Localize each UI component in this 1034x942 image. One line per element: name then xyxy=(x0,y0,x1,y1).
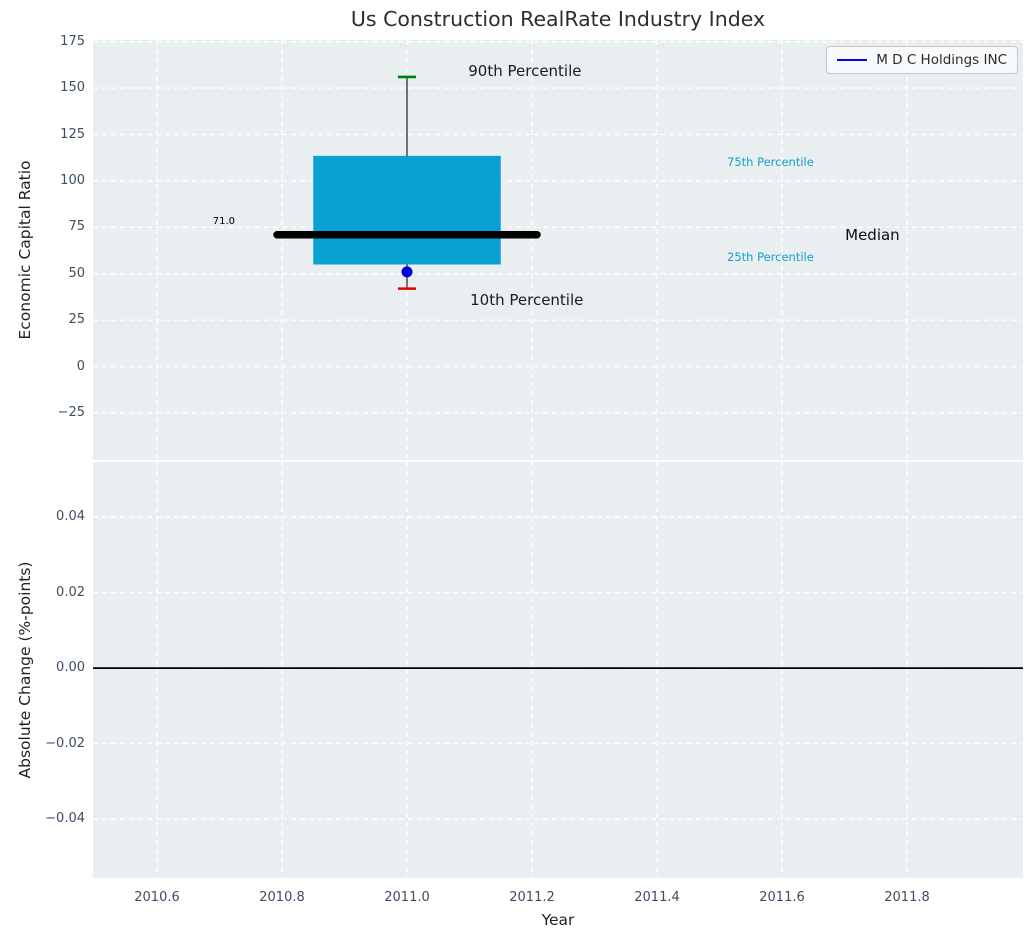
company-marker xyxy=(401,266,413,278)
median-label: Median xyxy=(845,226,900,244)
bottom-plot-panel xyxy=(93,462,1023,878)
x-tick-label: 2011.6 xyxy=(759,890,805,905)
top-plot-panel: 71.0 90th Percentile 10th Percentile 75th P… xyxy=(93,40,1023,460)
x-tick-label: 2011.0 xyxy=(384,890,430,905)
legend-line-swatch xyxy=(837,59,868,61)
y-tick-label: 175 xyxy=(60,33,85,49)
y-tick-label: −0.02 xyxy=(45,735,85,751)
y-tick-label: 50 xyxy=(68,265,85,281)
x-tick-label: 2011.4 xyxy=(634,890,680,905)
median-value-label: 71.0 xyxy=(213,216,235,227)
chart-title: Us Construction RealRate Industry Index xyxy=(350,7,766,31)
iqr-box xyxy=(313,155,501,265)
x-tick-label: 2010.8 xyxy=(259,890,305,905)
y-tick-label: 100 xyxy=(60,172,85,188)
legend-label: M D C Holdings INC xyxy=(876,52,1007,68)
y-tick-label: 75 xyxy=(68,219,85,235)
p75-label: 75th Percentile xyxy=(727,155,814,169)
bottom-plot-svg xyxy=(93,462,1023,878)
legend: M D C Holdings INC xyxy=(826,46,1018,74)
y-tick-label: 0.00 xyxy=(56,660,85,676)
top-plot-svg: 71.0 90th Percentile 10th Percentile 75th P… xyxy=(93,40,1023,460)
p10-label: 10th Percentile xyxy=(470,291,583,309)
y-tick-label: 125 xyxy=(60,126,85,142)
y-tick-label: −0.04 xyxy=(45,811,85,827)
x-axis-label: Year xyxy=(541,911,575,929)
p25-label: 25th Percentile xyxy=(727,250,814,264)
y-tick-label: 150 xyxy=(60,80,85,96)
y-tick-label: 0.04 xyxy=(56,509,85,525)
p90-label: 90th Percentile xyxy=(468,62,581,80)
y-tick-label: 0 xyxy=(76,358,85,374)
x-tick-label: 2010.6 xyxy=(134,890,180,905)
y-tick-label: 0.02 xyxy=(56,584,85,600)
y-tick-label: 25 xyxy=(68,312,85,328)
x-tick-label: 2011.8 xyxy=(884,890,930,905)
y-tick-label: −25 xyxy=(57,405,85,421)
x-tick-label: 2011.2 xyxy=(509,890,555,905)
